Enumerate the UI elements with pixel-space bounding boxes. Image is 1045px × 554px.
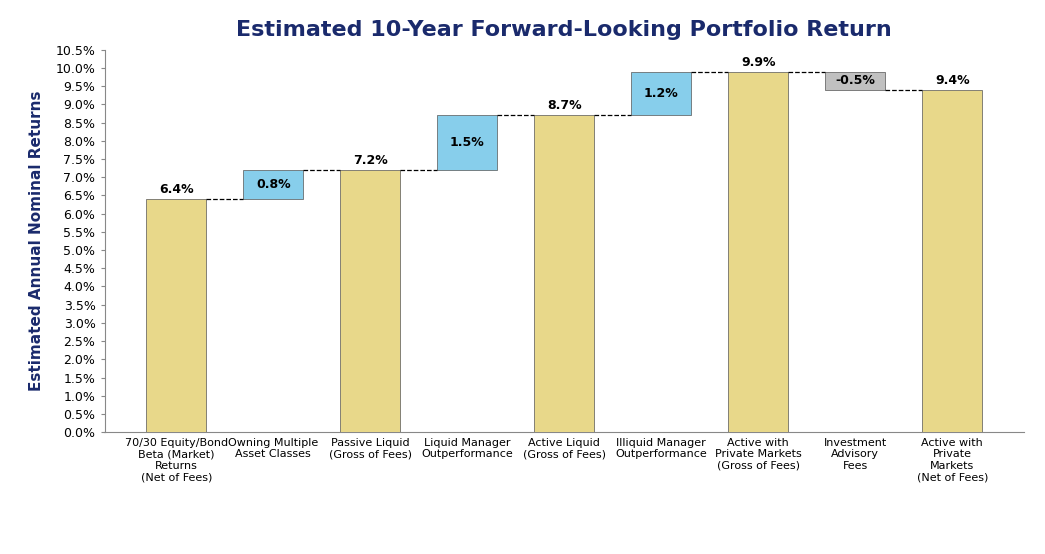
Text: 0.8%: 0.8% <box>256 178 291 191</box>
Text: 7.2%: 7.2% <box>353 154 388 167</box>
Text: 9.4%: 9.4% <box>935 74 970 87</box>
Bar <box>341 170 400 432</box>
Y-axis label: Estimated Annual Nominal Returns: Estimated Annual Nominal Returns <box>29 91 45 391</box>
Text: -0.5%: -0.5% <box>835 74 876 88</box>
Bar <box>826 71 885 90</box>
Text: 1.5%: 1.5% <box>450 136 485 149</box>
Bar <box>534 115 595 432</box>
Text: 8.7%: 8.7% <box>547 100 582 112</box>
Bar <box>243 170 303 199</box>
Text: 9.9%: 9.9% <box>741 56 775 69</box>
Title: Estimated 10-Year Forward-Looking Portfolio Return: Estimated 10-Year Forward-Looking Portfo… <box>236 20 892 40</box>
Bar <box>146 199 207 432</box>
Bar <box>437 115 497 170</box>
Text: 6.4%: 6.4% <box>159 183 193 196</box>
Text: 1.2%: 1.2% <box>644 87 678 100</box>
Bar <box>922 90 982 432</box>
Bar <box>631 71 692 115</box>
Bar <box>728 71 788 432</box>
